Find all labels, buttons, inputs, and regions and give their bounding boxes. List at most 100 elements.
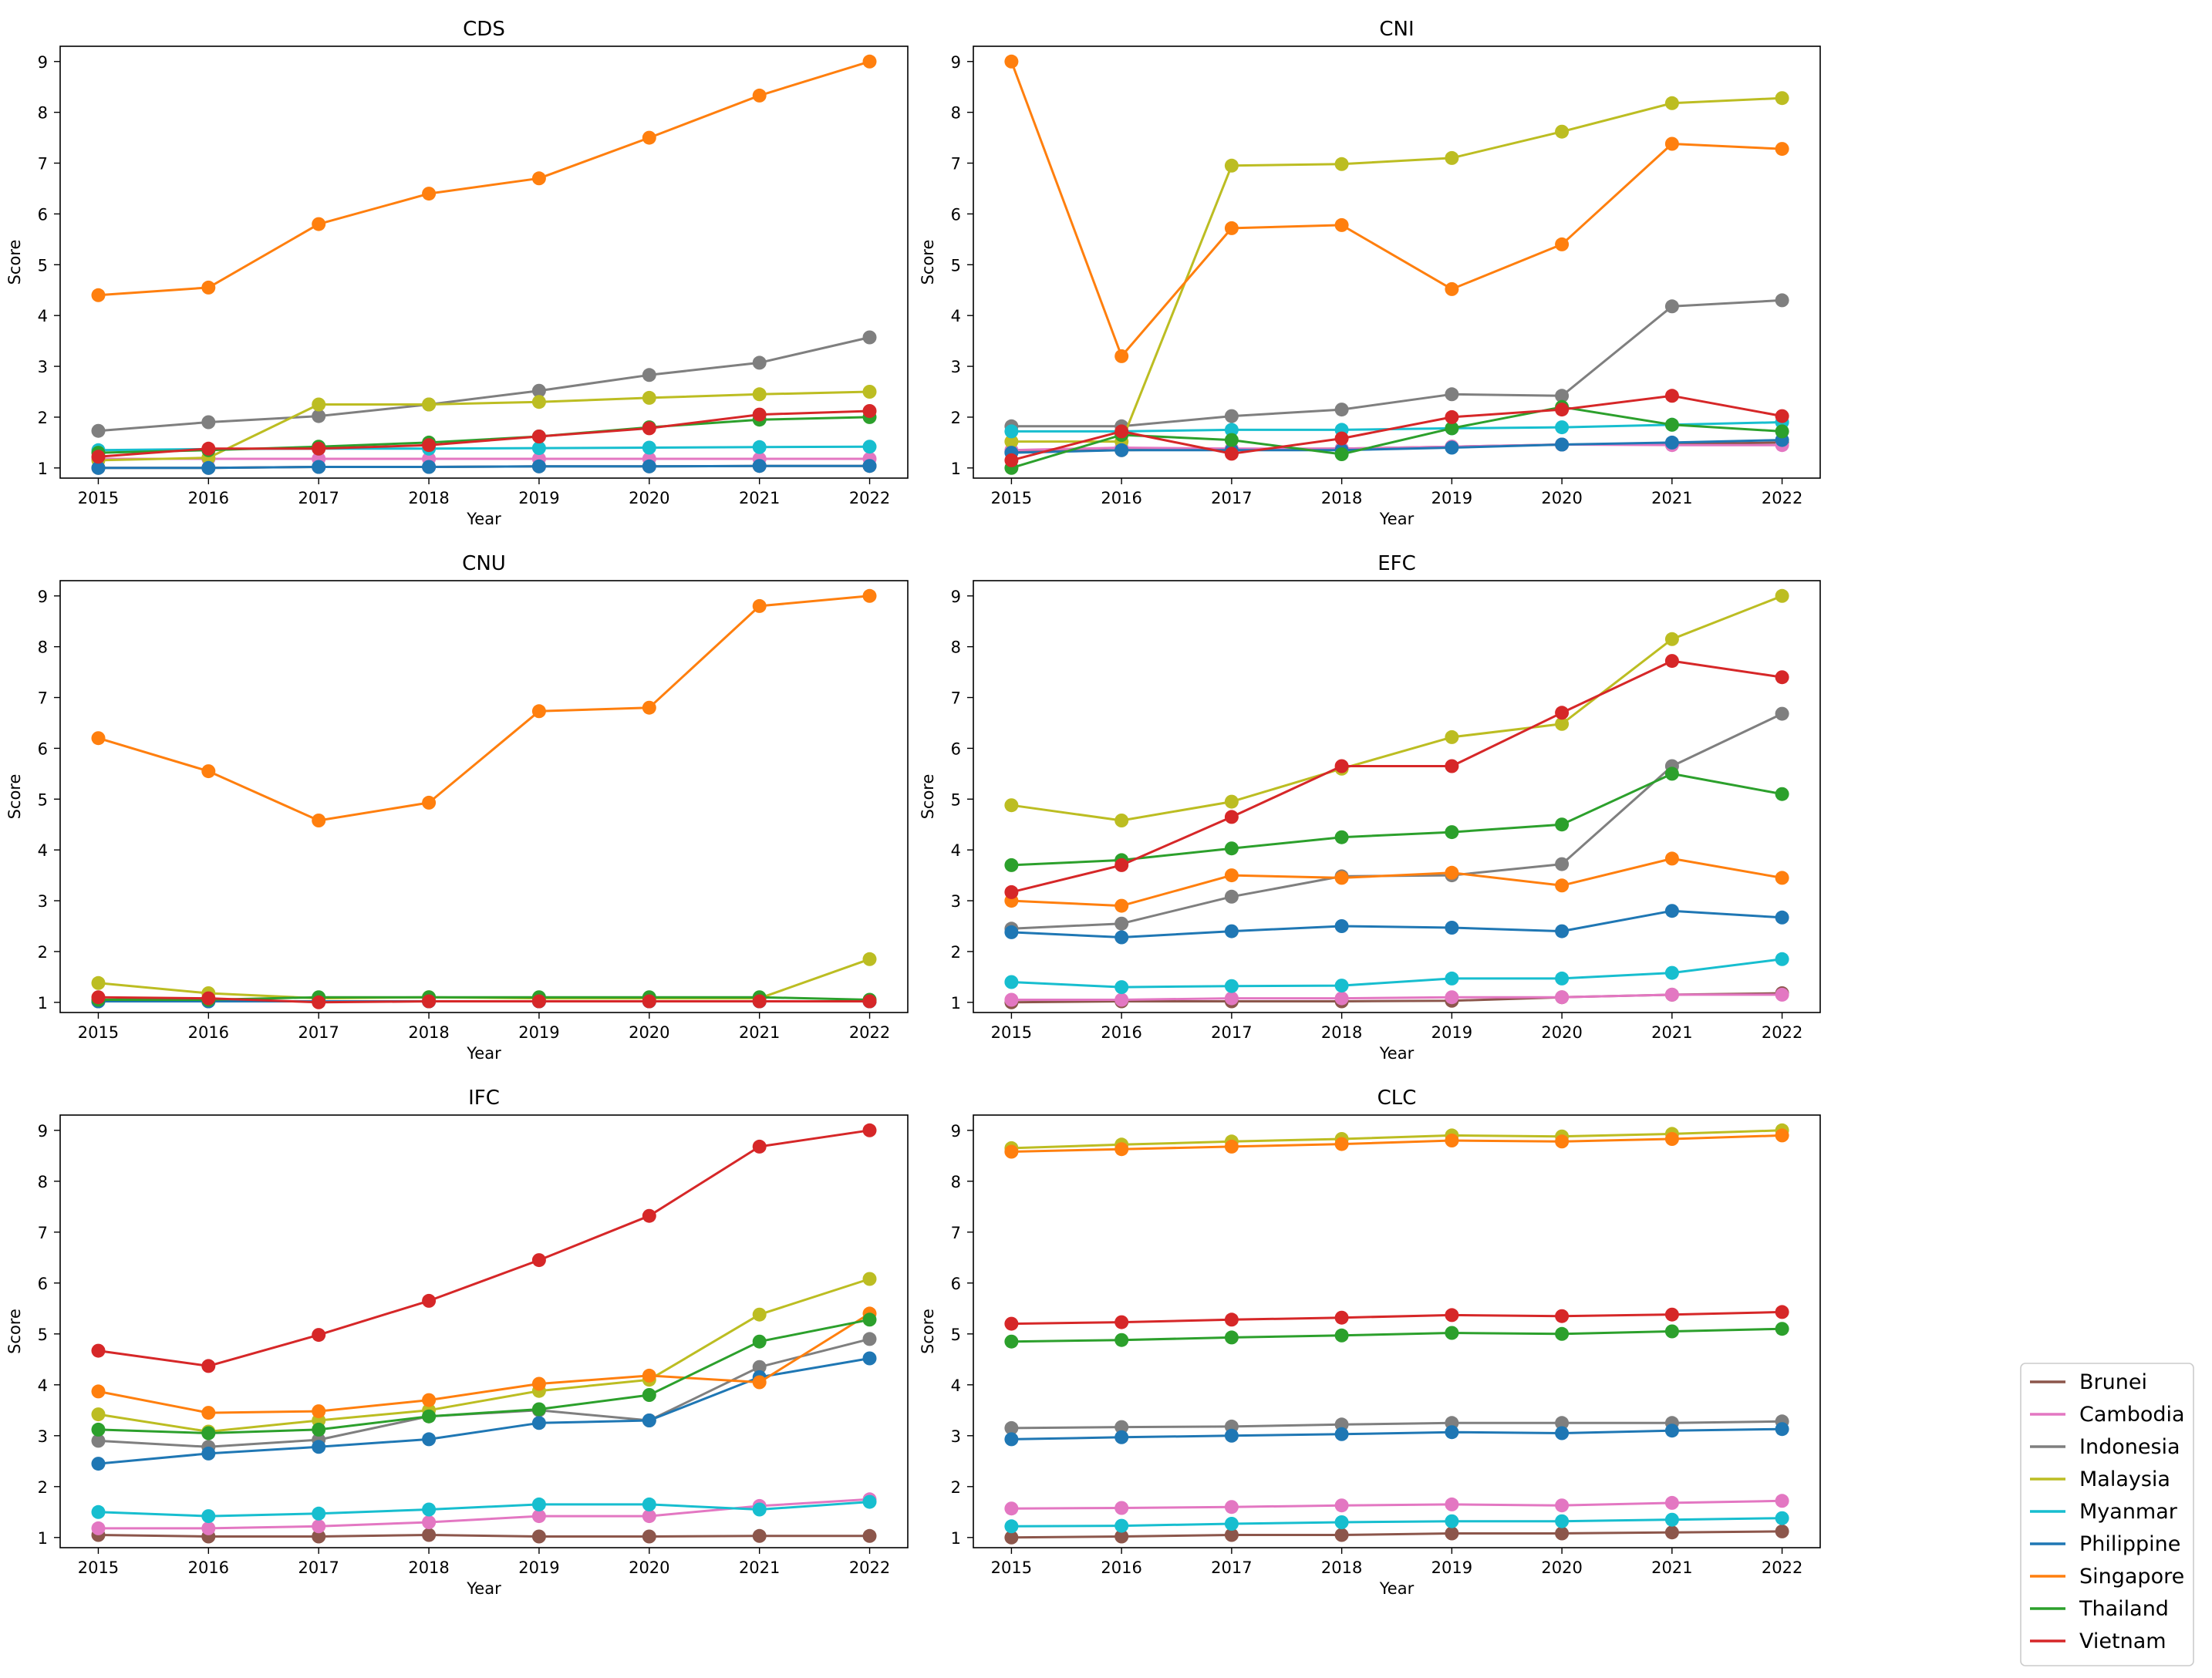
data-point-malaysia-2018 [1334, 157, 1349, 171]
x-tick-label: 2017 [298, 1558, 339, 1577]
data-point-vietnam-2021 [1664, 389, 1679, 403]
data-point-singapore-2022 [862, 54, 877, 69]
data-point-malaysia-2017 [312, 397, 326, 412]
data-point-singapore-2018 [1334, 217, 1349, 232]
x-tick-label: 2015 [78, 489, 119, 507]
series-singapore-cds [91, 54, 877, 302]
x-tick-label: 2022 [849, 489, 890, 507]
x-axis-label: Year [1379, 1044, 1415, 1063]
data-point-myanmar-2020 [1555, 971, 1570, 986]
series-vietnam-cds [91, 404, 877, 464]
data-point-singapore-2020 [1555, 1134, 1570, 1149]
data-point-vietnam-2019 [1445, 1308, 1459, 1323]
series-line-vietnam [98, 996, 870, 1004]
data-point-vietnam-2018 [422, 994, 437, 1009]
y-tick-label: 4 [38, 841, 48, 860]
data-point-malaysia-2021 [752, 1307, 767, 1322]
data-point-vietnam-2016 [1114, 424, 1129, 439]
data-point-vietnam-2022 [862, 994, 877, 1009]
series-brunei-clc [1004, 1524, 1789, 1545]
y-tick-label: 5 [38, 256, 48, 275]
data-point-philippine-2020 [642, 1413, 656, 1427]
data-point-malaysia-2017 [1224, 794, 1239, 809]
data-point-malaysia-2015 [91, 975, 106, 990]
data-point-thailand-2020 [642, 1388, 656, 1402]
data-point-indonesia-2016 [201, 415, 216, 430]
data-point-indonesia-2018 [1334, 1417, 1349, 1432]
data-point-vietnam-2017 [312, 441, 326, 456]
series-line-vietnam [1011, 659, 1782, 894]
data-point-malaysia-2020 [1555, 124, 1570, 139]
axes-frame [973, 580, 1821, 1013]
data-point-malaysia-2015 [1004, 434, 1019, 449]
data-point-philippine-2020 [1555, 1426, 1570, 1440]
x-tick-label: 2021 [739, 1023, 780, 1042]
data-point-malaysia-2015 [91, 1407, 106, 1422]
data-point-indonesia-2020 [642, 368, 656, 382]
data-point-vietnam-2015 [1004, 1316, 1019, 1331]
data-point-philippine-2018 [1334, 1427, 1349, 1441]
data-point-myanmar-2019 [1445, 1514, 1459, 1528]
data-point-malaysia-2021 [1664, 632, 1679, 646]
data-point-cambodia-2021 [1664, 1495, 1679, 1510]
chart-panels: CDS 2015 2016 2017 2018 2019 2020 2021 2022 1 2 3 4 5… [5, 18, 1821, 1598]
x-tick-label: 2020 [629, 1558, 669, 1577]
data-point-malaysia-2019 [1445, 150, 1459, 165]
series-line-malaysia [1011, 595, 1783, 822]
data-point-indonesia-2019 [1445, 387, 1459, 402]
data-point-thailand-2020 [1555, 1326, 1570, 1341]
data-point-indonesia-2016 [1114, 916, 1129, 931]
data-point-philippine-2021 [1664, 904, 1679, 918]
data-point-cambodia-2021 [1664, 987, 1679, 1002]
data-point-singapore-2018 [422, 1393, 437, 1407]
y-tick-label: 7 [951, 155, 961, 174]
axes-frame [59, 580, 909, 1013]
data-point-thailand-2020 [1555, 817, 1570, 832]
series-indonesia-cds [91, 330, 877, 438]
x-tick-label: 2017 [1211, 1023, 1252, 1042]
legend-item-malaysia: Malaysia [2030, 1467, 2170, 1491]
data-point-brunei-2020 [642, 1529, 656, 1544]
data-point-philippine-2022 [1775, 1422, 1789, 1437]
series-philippine-efc [1004, 904, 1789, 945]
y-tick-label: 9 [951, 53, 961, 72]
data-point-singapore-2015 [1004, 1144, 1019, 1159]
legend-label-indonesia: Indonesia [2079, 1435, 2180, 1459]
data-point-cambodia-2016 [1114, 992, 1129, 1007]
series-line-singapore [1010, 61, 1782, 358]
panel-cnu: CNU 2015 2016 2017 2018 2019 2020 2021 2022 1 2 3 4 5… [5, 552, 909, 1063]
data-point-myanmar-2018 [1334, 979, 1349, 993]
data-point-cambodia-2022 [1775, 1494, 1789, 1508]
x-tick-label: 2019 [518, 1558, 559, 1577]
y-tick-label: 6 [38, 1275, 48, 1293]
data-point-thailand-2019 [531, 1402, 546, 1417]
y-tick-label: 1 [38, 460, 48, 478]
data-point-singapore-2017 [1224, 868, 1239, 883]
data-point-philippine-2021 [1664, 1424, 1679, 1438]
data-point-thailand-2016 [201, 1426, 216, 1440]
x-tick-label: 2021 [1651, 1023, 1692, 1042]
data-point-singapore-2016 [1114, 349, 1129, 363]
data-point-thailand-2017 [1224, 841, 1239, 856]
data-point-singapore-2021 [752, 88, 767, 103]
data-point-singapore-2020 [1555, 878, 1570, 893]
data-point-vietnam-2017 [312, 995, 326, 1009]
data-point-thailand-2015 [91, 1422, 106, 1437]
data-point-singapore-2018 [422, 795, 437, 810]
data-point-philippine-2016 [1114, 1430, 1129, 1444]
y-tick-label: 9 [951, 1122, 961, 1141]
data-point-malaysia-2022 [862, 952, 877, 966]
data-point-indonesia-2020 [1555, 389, 1570, 403]
data-point-indonesia-2022 [1775, 706, 1789, 721]
x-tick-label: 2015 [991, 1558, 1032, 1577]
series-singapore-cni [1004, 54, 1789, 363]
data-point-vietnam-2019 [1445, 409, 1459, 424]
data-point-malaysia-2021 [1664, 96, 1679, 110]
data-point-cambodia-2019 [531, 1509, 546, 1524]
y-tick-label: 9 [38, 588, 48, 606]
series-cambodia-efc [1004, 987, 1789, 1007]
data-point-philippine-2016 [201, 460, 216, 475]
series-philippine-clc [1004, 1422, 1789, 1447]
data-point-brunei-2015 [1004, 1530, 1019, 1545]
panel-title-ifc: IFC [468, 1087, 500, 1110]
